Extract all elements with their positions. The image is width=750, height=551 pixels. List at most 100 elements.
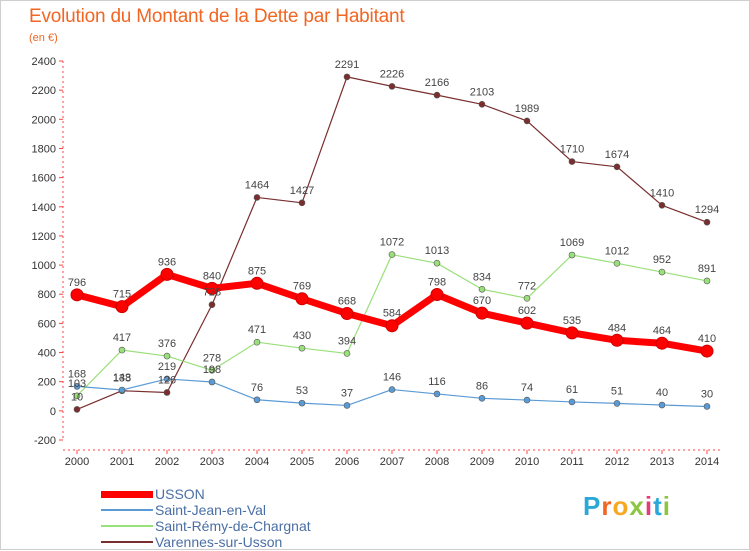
- legend-swatch: [101, 490, 153, 498]
- y-tick-label: 400: [38, 348, 56, 360]
- data-label: 86: [476, 380, 488, 392]
- y-tick-label: 2200: [32, 85, 56, 97]
- data-label: 146: [383, 372, 401, 384]
- data-label: 51: [611, 385, 623, 397]
- chart-subtitle: (en €): [29, 32, 58, 44]
- data-point: [658, 401, 666, 409]
- data-label: 1427: [290, 185, 314, 197]
- data-point: [478, 395, 486, 402]
- data-point: [160, 267, 174, 281]
- data-point: [658, 268, 666, 276]
- y-tick-label: -200: [34, 435, 56, 447]
- data-point: [163, 389, 171, 396]
- logo-letter: o: [612, 491, 630, 521]
- data-point: [568, 398, 576, 406]
- data-point: [70, 288, 84, 302]
- legend-item: Varennes-sur-Usson: [101, 534, 282, 550]
- y-tick-label: 200: [38, 377, 56, 389]
- data-label: 668: [338, 295, 356, 307]
- data-point: [433, 91, 441, 99]
- x-tick-label: 2003: [200, 456, 224, 468]
- data-label: 891: [698, 263, 716, 275]
- data-label: 2166: [425, 77, 449, 89]
- data-label: 1072: [380, 237, 404, 249]
- data-label: 796: [68, 277, 86, 289]
- data-point: [73, 406, 81, 413]
- data-point: [478, 285, 486, 293]
- data-label: 2226: [380, 68, 404, 80]
- data-label: 417: [113, 332, 131, 344]
- data-label: 670: [473, 295, 491, 307]
- data-label: 798: [428, 277, 446, 289]
- data-label: 30: [701, 388, 713, 400]
- legend-item: Saint-Rémy-de-Chargnat: [101, 518, 311, 534]
- data-label: 40: [656, 387, 668, 399]
- data-label: 278: [203, 352, 221, 364]
- data-point: [568, 251, 576, 259]
- data-label: 53: [296, 385, 308, 397]
- data-label: 376: [158, 338, 176, 350]
- data-point: [295, 292, 309, 306]
- data-labels: 10 138 126 728 1464 1427 2291 2226 2166 2103 1989 1…: [68, 59, 719, 403]
- data-label: 76: [251, 382, 263, 394]
- x-tick-label: 2012: [605, 456, 629, 468]
- x-tick-label: 2008: [425, 456, 449, 468]
- data-label: 1012: [605, 245, 629, 257]
- data-point: [475, 306, 489, 320]
- data-point: [385, 319, 399, 333]
- logo-letter: r: [601, 491, 613, 521]
- chart-title: Evolution du Montant de la Dette par Hab…: [29, 6, 405, 27]
- data-label: 464: [653, 325, 671, 337]
- data-point: [208, 378, 216, 386]
- data-label: 116: [428, 376, 446, 388]
- data-point: [613, 163, 621, 171]
- data-point: [388, 251, 396, 258]
- data-point: [388, 386, 396, 393]
- data-point: [340, 306, 354, 320]
- data-label: 772: [518, 280, 536, 292]
- data-label: 2291: [335, 59, 359, 71]
- data-point: [523, 117, 531, 125]
- data-label: 1294: [695, 204, 719, 216]
- data-label: 74: [521, 382, 533, 394]
- axes: -200 0 200 400 600 800 1000 1200 1400 1600 1800 200…: [32, 56, 721, 468]
- data-label: 584: [383, 308, 401, 320]
- data-point: [703, 218, 711, 226]
- x-tick-label: 2011: [560, 456, 584, 468]
- legend-swatch: [101, 541, 153, 543]
- x-tick-label: 2001: [110, 456, 134, 468]
- legend-label: Saint-Rémy-de-Chargnat: [155, 518, 311, 534]
- data-label: 1069: [560, 237, 584, 249]
- y-tick-label: 800: [38, 289, 56, 301]
- data-label: 769: [293, 281, 311, 293]
- data-label: 875: [248, 265, 266, 277]
- data-label: 1674: [605, 149, 629, 161]
- data-label: 219: [158, 361, 176, 373]
- data-point: [298, 199, 306, 207]
- data-point: [298, 399, 306, 407]
- data-point: [118, 386, 126, 394]
- x-tick-label: 2002: [155, 456, 179, 468]
- data-point: [118, 346, 126, 354]
- data-point: [433, 390, 441, 398]
- data-label: 103: [68, 378, 86, 390]
- data-point: [343, 402, 351, 409]
- data-label: 168: [68, 368, 86, 380]
- data-label: 484: [608, 322, 626, 334]
- data-point: [523, 295, 531, 302]
- data-point: [613, 260, 621, 267]
- y-tick-label: 1200: [32, 231, 56, 243]
- data-label: 2103: [470, 86, 494, 98]
- legend-swatch: [101, 525, 153, 527]
- data-label: 1013: [425, 245, 449, 257]
- data-point: [703, 403, 711, 410]
- series-lines: [70, 73, 714, 413]
- data-label: 198: [203, 364, 221, 376]
- data-label: 471: [248, 324, 266, 336]
- x-tick-label: 2007: [380, 456, 404, 468]
- data-label: 430: [293, 330, 311, 342]
- data-label: 952: [653, 254, 671, 266]
- y-tick-label: 600: [38, 318, 56, 330]
- data-label: 834: [473, 271, 491, 283]
- data-point: [73, 392, 81, 400]
